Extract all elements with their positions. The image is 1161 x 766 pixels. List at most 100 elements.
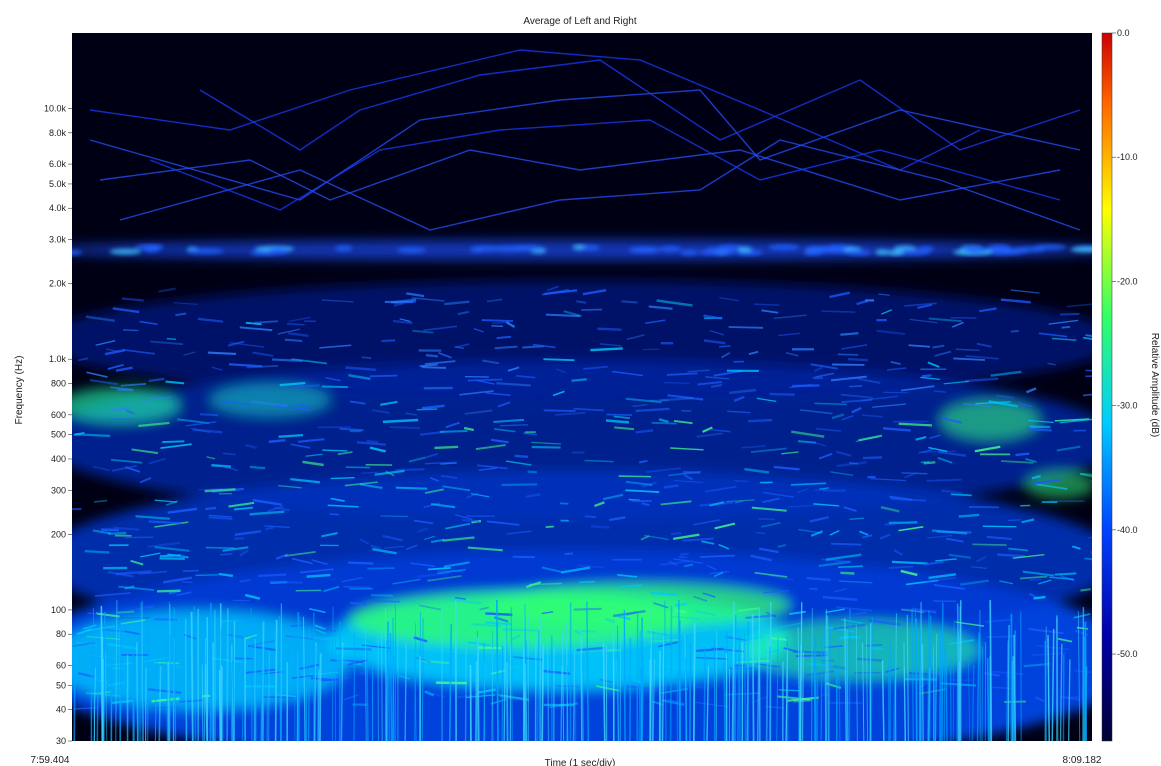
spike [503,636,507,741]
streak [612,370,643,377]
streak [945,537,964,543]
colorbar-tick-label: -40.0 [1117,525,1138,535]
streak [94,592,131,597]
streak [531,441,562,445]
streak [800,409,833,415]
streak [486,298,503,303]
streak [121,297,144,302]
streak [1087,536,1092,540]
streak [806,576,831,582]
colorbar-tick-label: -20.0 [1117,276,1138,286]
streak [629,659,662,663]
streak [843,506,857,513]
y-tick-label: 600 [51,410,66,420]
streak [475,444,506,451]
streak [205,506,217,511]
streak [1012,553,1045,559]
streak [670,532,682,536]
streak [868,619,901,626]
spike [274,619,278,741]
streak [430,502,456,509]
y-tick-label: 10.0k [44,103,67,113]
spike [146,622,150,741]
streak [926,478,962,482]
streak [1072,545,1081,550]
band-blob [628,247,662,254]
streak [651,421,677,425]
streak [773,465,800,471]
streak [1038,332,1068,338]
streak [876,329,906,335]
streak [192,428,223,434]
streak [380,400,398,406]
streak [429,476,439,482]
streak [522,345,544,349]
y-tick-label: 4.0k [49,203,67,213]
streak [880,309,893,315]
streak [797,440,817,444]
streak [309,607,326,614]
streak [904,302,937,307]
streak [1008,547,1029,552]
streak [833,588,847,593]
spike [1056,615,1059,741]
streak [1025,458,1037,463]
energy-region [1025,471,1092,499]
streak [198,487,223,491]
streak [814,488,827,492]
streak [829,291,851,299]
streak [663,381,690,385]
streak [380,515,409,518]
streak [856,657,883,662]
energy-region [490,583,790,627]
streak [343,585,371,589]
streak [329,513,340,516]
streak [683,563,694,568]
y-tick-label: 2.0k [49,279,67,289]
spike [566,664,569,741]
spike [340,642,344,741]
streak [218,572,234,577]
streak [626,685,663,691]
streak [1064,695,1079,700]
streak [123,329,139,332]
streak [457,691,489,699]
streak [347,561,374,565]
spike [664,600,667,741]
streak [1036,483,1068,490]
spike [93,667,96,741]
streak [705,376,730,380]
spike [561,630,565,741]
streak [372,547,397,555]
streak [277,328,300,335]
streak [278,484,302,489]
streak [825,608,845,614]
spike [1007,624,1010,741]
streak [791,430,825,438]
streak [625,397,662,404]
streak [419,604,442,611]
streak [872,403,907,408]
streak [546,285,559,292]
streak [416,571,450,578]
spike [785,649,789,741]
streak [635,429,654,434]
streak [511,633,522,641]
streak [492,321,509,325]
streak [940,416,963,424]
streak [909,672,942,677]
spike [495,600,499,741]
streak [285,635,321,641]
streak [345,366,376,372]
streak [861,395,898,402]
streak [252,498,282,506]
streak [721,352,731,359]
streak [1085,375,1092,378]
spike [941,602,944,741]
streak [755,531,766,535]
streak [154,618,178,621]
spike [981,646,984,741]
streak [650,591,678,596]
spike [1067,659,1071,741]
streak [883,391,909,394]
